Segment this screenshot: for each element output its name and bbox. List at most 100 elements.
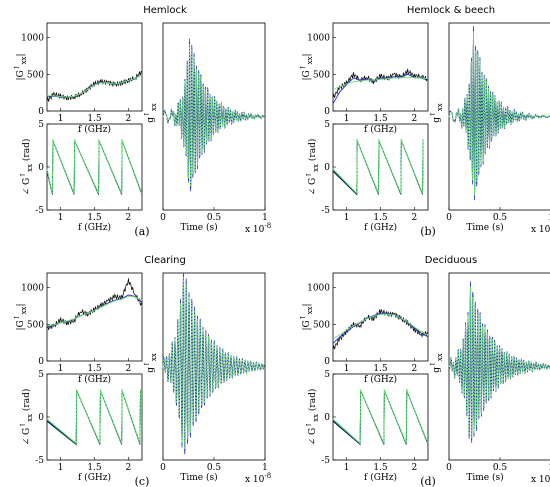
panel-title: Clearing <box>144 255 186 266</box>
x-tick-label: 1.5 <box>87 364 102 374</box>
phase-frame <box>46 373 143 461</box>
magnitude-series-1 <box>332 73 429 104</box>
phase-plot: 1 1.5 2 -5 0 5 f (GHz) ∠ G↑xx (rad) <box>305 370 429 483</box>
time-series-2 <box>448 31 550 196</box>
x-tick-label: 1 <box>344 213 350 223</box>
x-axis-label: Time (s) <box>180 472 217 483</box>
x-tick-label: 1 <box>344 463 350 473</box>
x-scale-label: x 10-8 <box>531 222 550 235</box>
y-axis-label: ∠ G↑xx (rad) <box>19 389 34 446</box>
y-tick-label: 1000 <box>21 284 44 294</box>
y-tick-label: 0 <box>38 413 44 423</box>
x-tick-label: 1.5 <box>373 213 388 223</box>
time-plot: 0 0.5 1 Time (s) x 10-8 g↑xx <box>143 272 271 485</box>
x-scale-label: x 10-8 <box>531 472 550 485</box>
magnitude-series-2 <box>46 296 143 327</box>
phase-series-2 <box>332 139 424 195</box>
y-tick-label: 0 <box>38 163 44 173</box>
phase-series-0 <box>46 389 141 446</box>
y-tick-label: 0 <box>324 107 330 117</box>
y-tick-label: 5 <box>38 120 44 130</box>
x-scale-label: x 10-8 <box>245 472 271 485</box>
phase-plot: 1 1.5 2 -5 0 5 f (GHz) ∠ G↑xx (rad) <box>19 120 143 233</box>
phase-series-3 <box>332 389 429 445</box>
x-tick-label: 1 <box>548 463 550 473</box>
x-tick-label: 2 <box>126 364 132 374</box>
x-tick-label: 1.5 <box>373 364 388 374</box>
magnitude-plot: 1 1.5 2 0 500 1000 f (GHz) |G↑xx| <box>299 22 429 135</box>
y-tick-label: 1000 <box>307 34 330 44</box>
panel-title: Hemlock <box>143 5 187 16</box>
time-series-2 <box>162 276 266 450</box>
x-tick-label: 0 <box>160 213 166 223</box>
y-axis-label: |G↑xx| <box>299 303 314 330</box>
magnitude-series-0 <box>46 71 143 102</box>
x-axis-label: f (GHz) <box>364 124 397 135</box>
magnitude-frame <box>46 272 143 362</box>
x-axis-label: Time (s) <box>466 222 503 233</box>
phase-series-3 <box>46 389 141 445</box>
x-axis-label: f (GHz) <box>78 222 111 233</box>
x-tick-label: 0 <box>446 213 452 223</box>
phase-series-1 <box>46 389 141 445</box>
x-tick-label: 1 <box>58 213 64 223</box>
y-tick-label: 5 <box>38 370 44 380</box>
y-tick-label: 0 <box>324 163 330 173</box>
x-tick-label: 1.5 <box>373 463 388 473</box>
phase-series-2 <box>46 139 143 194</box>
time-plot: 0 0.5 1 Time (s) x 10-8 g↑xx <box>143 22 271 235</box>
x-tick-label: 2 <box>412 364 418 374</box>
x-tick-label: 2 <box>412 114 418 124</box>
x-tick-label: 1 <box>262 463 268 473</box>
y-axis-label: g↑xx <box>429 103 444 123</box>
x-tick-label: 1.5 <box>87 463 102 473</box>
y-tick-label: 500 <box>313 320 330 330</box>
x-tick-label: 1.5 <box>373 114 388 124</box>
y-tick-label: 5 <box>324 370 330 380</box>
phase-frame <box>46 123 143 211</box>
phase-frame <box>332 373 429 461</box>
phase-plot: 1 1.5 2 -5 0 5 f (GHz) ∠ G↑xx (rad) <box>19 370 143 483</box>
phase-series-3 <box>46 139 143 194</box>
x-tick-label: 0.5 <box>207 213 222 223</box>
y-tick-label: 500 <box>313 70 330 80</box>
y-tick-label: -5 <box>321 206 330 216</box>
y-tick-label: 0 <box>324 357 330 367</box>
magnitude-plot: 1 1.5 2 0 500 1000 f (GHz) |G↑xx| <box>13 22 143 135</box>
x-tick-label: 1 <box>548 213 550 223</box>
x-tick-label: 1 <box>58 463 64 473</box>
x-tick-label: 0 <box>160 463 166 473</box>
magnitude-series-2 <box>46 74 143 98</box>
phase-series-3 <box>332 139 424 195</box>
x-axis-label: f (GHz) <box>78 124 111 135</box>
x-axis-label: Time (s) <box>180 222 217 233</box>
x-tick-label: 2 <box>126 213 132 223</box>
phase-series-1 <box>46 139 143 195</box>
time-plot: 0 0.5 1 Time (s) x 10-8 g↑xx <box>429 272 550 485</box>
magnitude-plot: 1 1.5 2 0 500 1000 f (GHz) |G↑xx| <box>299 272 429 385</box>
panel-caption: (a) <box>134 225 149 238</box>
x-tick-label: 2 <box>126 114 132 124</box>
x-axis-label: f (GHz) <box>78 374 111 385</box>
y-tick-label: 0 <box>38 107 44 117</box>
x-axis-label: f (GHz) <box>78 472 111 483</box>
phase-series-0 <box>46 139 143 195</box>
y-axis-label: g↑xx <box>429 353 444 373</box>
y-axis-label: ∠ G↑xx (rad) <box>305 389 320 446</box>
y-tick-label: 0 <box>324 413 330 423</box>
y-tick-label: 5 <box>324 120 330 130</box>
panel-caption: (c) <box>135 475 150 487</box>
x-tick-label: 1 <box>344 364 350 374</box>
y-axis-label: |G↑xx| <box>13 53 28 80</box>
y-axis-label: ∠ G↑xx (rad) <box>19 139 34 196</box>
x-tick-label: 1 <box>58 364 64 374</box>
x-tick-label: 2 <box>412 463 418 473</box>
x-tick-label: 0.5 <box>207 463 222 473</box>
time-series-1 <box>448 281 550 443</box>
x-axis-label: f (GHz) <box>364 222 397 233</box>
time-series-0 <box>448 284 550 441</box>
phase-series-1 <box>332 139 424 196</box>
